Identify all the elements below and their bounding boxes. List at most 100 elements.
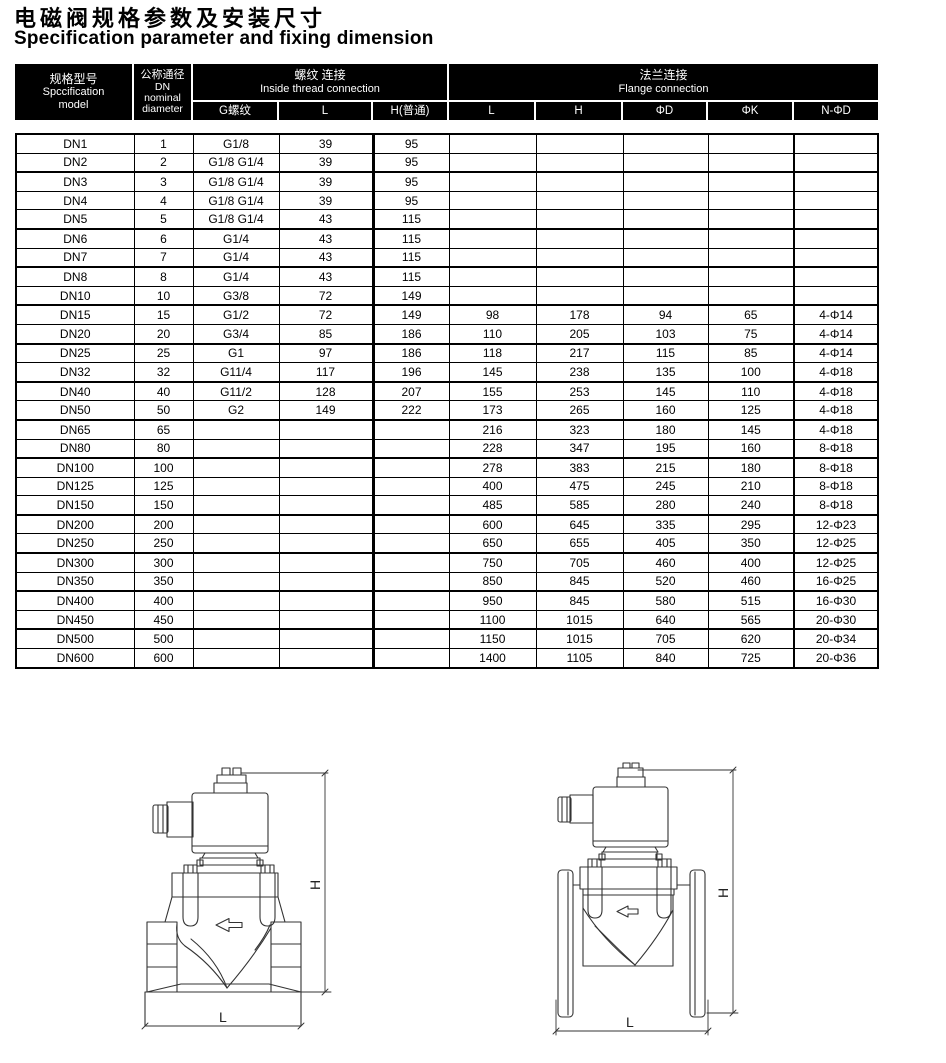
table-cell: 178 xyxy=(535,304,624,325)
table-cell xyxy=(371,628,450,650)
table-cell xyxy=(622,171,709,192)
table-row: DN250 250 650 655 405 350 12-Φ25 xyxy=(15,533,879,555)
table-cell: 110 xyxy=(448,323,537,345)
table-cell xyxy=(278,609,374,631)
table-cell xyxy=(278,514,374,535)
table-cell xyxy=(371,609,450,631)
header-sub-flange-l: L xyxy=(449,102,534,120)
header-sub-gthread: G螺纹 xyxy=(193,102,277,120)
table-row: DN6 6 G1/4 43 115 xyxy=(15,228,879,249)
table-cell: 43 xyxy=(278,247,374,269)
table-cell: 725 xyxy=(707,648,795,669)
table-cell: 20-Φ36 xyxy=(793,648,879,669)
table-cell: 620 xyxy=(707,628,795,650)
table-cell xyxy=(448,133,537,154)
table-cell: 4-Φ18 xyxy=(793,362,879,383)
table-cell: 150 xyxy=(133,495,194,516)
table-cell: 195 xyxy=(622,438,709,460)
table-cell xyxy=(707,209,795,230)
dim-h-label: H xyxy=(715,888,731,898)
table-cell xyxy=(535,247,624,269)
table-cell xyxy=(535,285,624,307)
table-cell: 145 xyxy=(707,419,795,440)
table-row: DN2 2 G1/8 G1/4 39 95 xyxy=(15,152,879,174)
table-cell xyxy=(707,171,795,192)
table-cell xyxy=(278,552,374,573)
table-cell: DN20 xyxy=(15,323,135,345)
table-cell: 25 xyxy=(133,343,194,364)
table-cell: DN8 xyxy=(15,266,135,287)
table-cell xyxy=(622,247,709,269)
table-cell xyxy=(793,228,879,249)
table-cell: 520 xyxy=(622,571,709,593)
table-cell: 950 xyxy=(448,590,537,611)
table-cell: 705 xyxy=(535,552,624,573)
table-cell: 103 xyxy=(622,323,709,345)
table-cell: 173 xyxy=(448,400,537,421)
table-cell: 135 xyxy=(622,362,709,383)
table-row: DN350 350 850 845 520 460 16-Φ25 xyxy=(15,571,879,593)
header-dn-line4: diameter xyxy=(142,102,183,115)
table-cell: 180 xyxy=(707,457,795,478)
table-cell: 215 xyxy=(622,457,709,478)
table-cell: 240 xyxy=(707,495,795,516)
table-cell xyxy=(448,247,537,269)
table-cell: 12-Φ25 xyxy=(793,552,879,573)
table-cell xyxy=(192,571,280,593)
table-cell: 72 xyxy=(278,304,374,325)
table-cell: 400 xyxy=(448,476,537,497)
table-cell: 100 xyxy=(133,457,194,478)
table-cell: 383 xyxy=(535,457,624,478)
table-cell xyxy=(535,133,624,154)
table-cell: 43 xyxy=(278,209,374,230)
table-cell: 200 xyxy=(133,514,194,535)
table-cell: 460 xyxy=(707,571,795,593)
table-cell: 300 xyxy=(133,552,194,573)
table-cell: 40 xyxy=(133,381,194,402)
table-cell xyxy=(371,419,450,440)
table-cell: DN450 xyxy=(15,609,135,631)
table-cell xyxy=(448,190,537,211)
table-cell: 1015 xyxy=(535,628,624,650)
spec-table: DN1 1 G1/8 39 95 DN2 2 G1/8 G1/4 39 95 DN3 3 G1/8 G1… xyxy=(15,133,879,669)
table-cell: 335 xyxy=(622,514,709,535)
table-cell: 405 xyxy=(622,533,709,555)
table-cell: 97 xyxy=(278,343,374,364)
table-cell xyxy=(278,495,374,516)
table-row: DN125 125 400 475 245 210 8-Φ18 xyxy=(15,476,879,497)
table-cell: DN300 xyxy=(15,552,135,573)
table-cell: 72 xyxy=(278,285,374,307)
table-cell: 7 xyxy=(133,247,194,269)
table-cell xyxy=(535,152,624,174)
table-cell: 115 xyxy=(622,343,709,364)
table-cell: DN400 xyxy=(15,590,135,611)
header-flange-en: Flange connection xyxy=(618,82,709,95)
table-cell: 217 xyxy=(535,343,624,364)
table-cell: DN6 xyxy=(15,228,135,249)
table-cell: DN350 xyxy=(15,571,135,593)
table-cell: 600 xyxy=(133,648,194,669)
table-cell xyxy=(622,285,709,307)
table-cell: G11/2 xyxy=(192,381,280,402)
table-cell: G1/8 G1/4 xyxy=(192,190,280,211)
table-cell: 350 xyxy=(707,533,795,555)
table-cell: 39 xyxy=(278,133,374,154)
table-cell: 650 xyxy=(448,533,537,555)
table-cell: 205 xyxy=(535,323,624,345)
header-dn-line3: nominal xyxy=(144,91,181,104)
table-cell: 4-Φ18 xyxy=(793,381,879,402)
table-cell xyxy=(371,552,450,573)
table-cell: DN125 xyxy=(15,476,135,497)
table-cell: 4-Φ14 xyxy=(793,343,879,364)
table-cell: 2 xyxy=(133,152,194,174)
header-thread-zh: 螺纹 连接 xyxy=(294,68,346,83)
table-cell xyxy=(371,571,450,593)
table-cell: 80 xyxy=(133,438,194,460)
table-cell xyxy=(707,247,795,269)
table-cell xyxy=(622,133,709,154)
table-cell xyxy=(278,571,374,593)
table-cell: 8-Φ18 xyxy=(793,457,879,478)
table-cell xyxy=(192,457,280,478)
table-row: DN500 500 1150 1015 705 620 20-Φ34 xyxy=(15,628,879,650)
flanges xyxy=(557,869,706,1018)
